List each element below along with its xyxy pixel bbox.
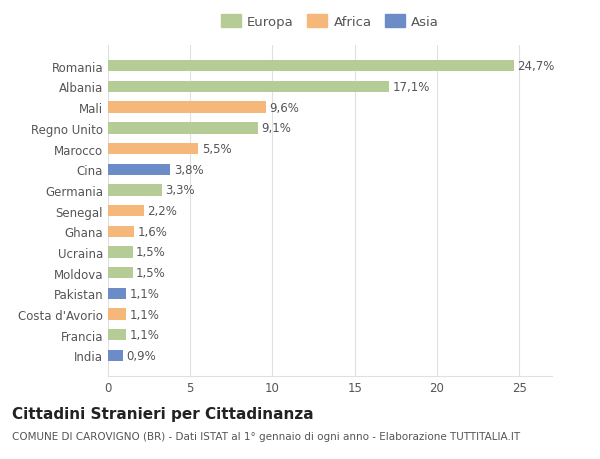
Bar xyxy=(108,268,133,279)
Text: 0,9%: 0,9% xyxy=(126,349,156,362)
Text: 1,1%: 1,1% xyxy=(130,308,159,321)
Text: 2,2%: 2,2% xyxy=(148,205,178,218)
Bar xyxy=(108,247,133,258)
Bar xyxy=(108,164,170,175)
Text: 3,3%: 3,3% xyxy=(166,184,195,197)
Text: 1,5%: 1,5% xyxy=(136,246,166,259)
Text: 3,8%: 3,8% xyxy=(174,163,203,176)
Text: 5,5%: 5,5% xyxy=(202,143,232,156)
Bar xyxy=(108,61,514,72)
Bar xyxy=(108,309,126,320)
Bar xyxy=(108,102,266,113)
Bar xyxy=(108,123,257,134)
Bar xyxy=(108,226,134,237)
Text: 1,5%: 1,5% xyxy=(136,267,166,280)
Text: 1,1%: 1,1% xyxy=(130,329,159,341)
Text: Cittadini Stranieri per Cittadinanza: Cittadini Stranieri per Cittadinanza xyxy=(12,406,314,421)
Text: 17,1%: 17,1% xyxy=(392,81,430,94)
Text: 24,7%: 24,7% xyxy=(517,60,555,73)
Text: 1,1%: 1,1% xyxy=(130,287,159,300)
Text: 9,1%: 9,1% xyxy=(261,122,291,135)
Text: 9,6%: 9,6% xyxy=(269,101,299,114)
Bar xyxy=(108,185,162,196)
Text: 1,6%: 1,6% xyxy=(137,225,167,238)
Text: COMUNE DI CAROVIGNO (BR) - Dati ISTAT al 1° gennaio di ogni anno - Elaborazione : COMUNE DI CAROVIGNO (BR) - Dati ISTAT al… xyxy=(12,431,520,442)
Legend: Europa, Africa, Asia: Europa, Africa, Asia xyxy=(217,11,443,33)
Bar xyxy=(108,288,126,299)
Bar xyxy=(108,144,199,155)
Bar xyxy=(108,206,144,217)
Bar xyxy=(108,350,123,361)
Bar xyxy=(108,330,126,341)
Bar xyxy=(108,82,389,93)
